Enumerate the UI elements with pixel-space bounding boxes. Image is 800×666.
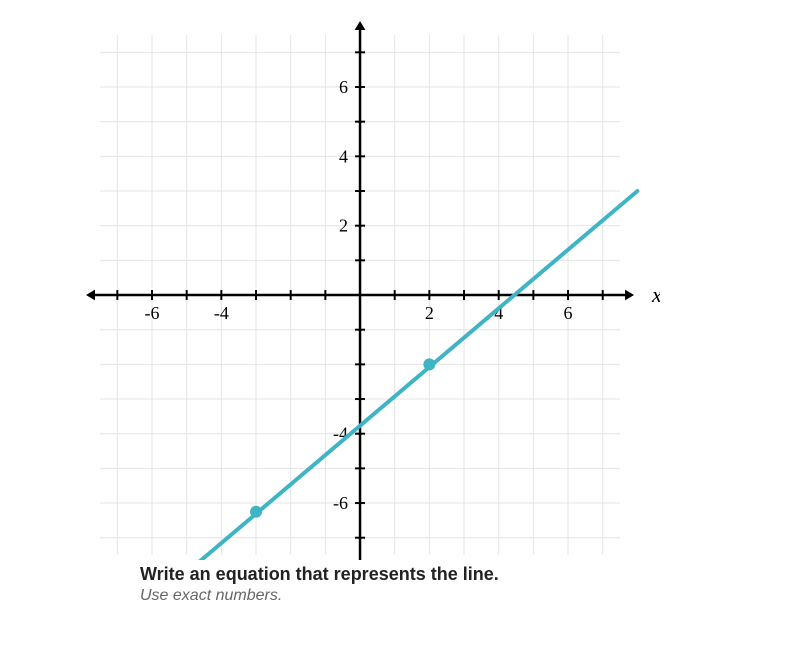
chart-svg: -6-4246642-4-6xy (20, 20, 660, 560)
prompt-sub-text: Use exact numbers. (140, 587, 780, 605)
svg-text:2: 2 (425, 303, 434, 323)
prompt-block: Write an equation that represents the li… (140, 564, 780, 605)
figure-container: -6-4246642-4-6xy Write an equation that … (20, 20, 780, 605)
svg-text:-4: -4 (214, 303, 229, 323)
coordinate-plane-chart: -6-4246642-4-6xy (20, 20, 660, 540)
svg-text:x: x (651, 282, 660, 307)
svg-text:4: 4 (339, 146, 348, 166)
prompt-main-text: Write an equation that represents the li… (140, 564, 780, 585)
svg-text:6: 6 (564, 303, 573, 323)
svg-text:2: 2 (339, 216, 348, 236)
svg-text:-6: -6 (145, 303, 160, 323)
svg-text:6: 6 (339, 77, 348, 97)
svg-text:-6: -6 (333, 493, 348, 513)
